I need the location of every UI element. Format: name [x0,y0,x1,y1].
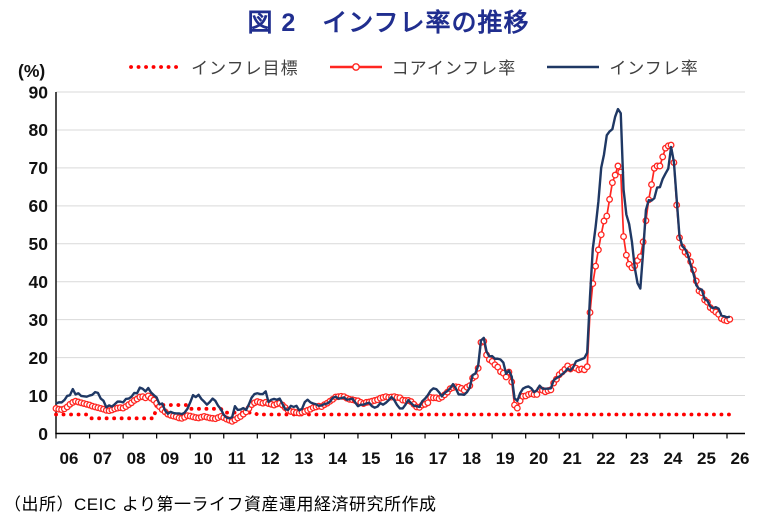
axes [55,92,745,439]
dotted-line-icon [129,64,182,69]
legend-item-headline-inflation: インフレ率 [546,54,699,79]
core-inflation-markers [52,141,734,425]
x-axis-label: 23 [630,449,649,468]
y-axis-label: 80 [29,120,49,140]
y-axis-label: 20 [29,348,49,368]
x-axis-labels: 06 07 08 09 10 11 12 13 14 15 16 17 18 19 20 21 22 23 24 25… [60,449,750,468]
line-with-circle-marker-icon [329,62,382,71]
y-axis-labels: 0 10 20 30 40 50 60 70 80 90(%) [18,61,48,444]
x-axis-label: 21 [563,449,582,468]
x-axis-label: 26 [731,449,750,468]
x-axis-label: 14 [328,449,347,468]
x-axis-label: 20 [529,449,548,468]
figure-title: 図 2 インフレ率の推移 [247,9,530,37]
x-axis-label: 06 [60,449,79,468]
x-axis-label: 16 [395,449,414,468]
headline-inflation-line [55,107,731,420]
x-axis-label: 10 [194,449,213,468]
x-axis-label: 15 [361,449,380,468]
legend-item-inflation-target: インフレ目標 [128,54,299,79]
x-axis-label: 22 [596,449,615,468]
core-inflation-line [55,144,731,423]
x-axis-label: 17 [429,449,448,468]
y-axis-label: 60 [29,196,49,216]
x-axis-label: 12 [261,449,280,468]
y-axis-label: 10 [29,386,49,406]
target-dotted-line [54,403,732,421]
y-axis-label: 50 [29,234,49,254]
legend-item-core-inflation: コアインフレ率 [329,54,517,79]
x-axis-label: 08 [127,449,146,468]
x-axis-label: 18 [462,449,481,468]
y-axis-label: 70 [29,158,49,178]
x-axis-label: 24 [663,449,682,468]
gridlines [56,91,745,397]
y-axis-label: 90 [29,82,49,102]
y-axis-label: 30 [29,310,49,330]
y-axis-unit: (%) [18,61,45,81]
x-axis-label: 11 [228,449,246,468]
x-axis-label: 07 [93,449,112,468]
legend-label-headline-inflation: インフレ率 [609,59,699,78]
solid-line-icon [547,65,600,68]
legend-label-core-inflation: コアインフレ率 [391,59,517,78]
x-axis-label: 25 [697,449,716,468]
chart-legend: インフレ目標 コアインフレ率 インフレ率 [60,54,767,79]
x-axis-label: 19 [496,449,515,468]
y-axis-label: 0 [38,424,48,444]
y-axis-label: 40 [29,272,49,292]
source-note: （出所）CEIC より第一ライフ資産運用経済研究所作成 [4,495,437,514]
x-axis-label: 13 [294,449,313,468]
legend-label-inflation-target: インフレ目標 [191,59,299,78]
x-axis-label: 09 [160,449,179,468]
